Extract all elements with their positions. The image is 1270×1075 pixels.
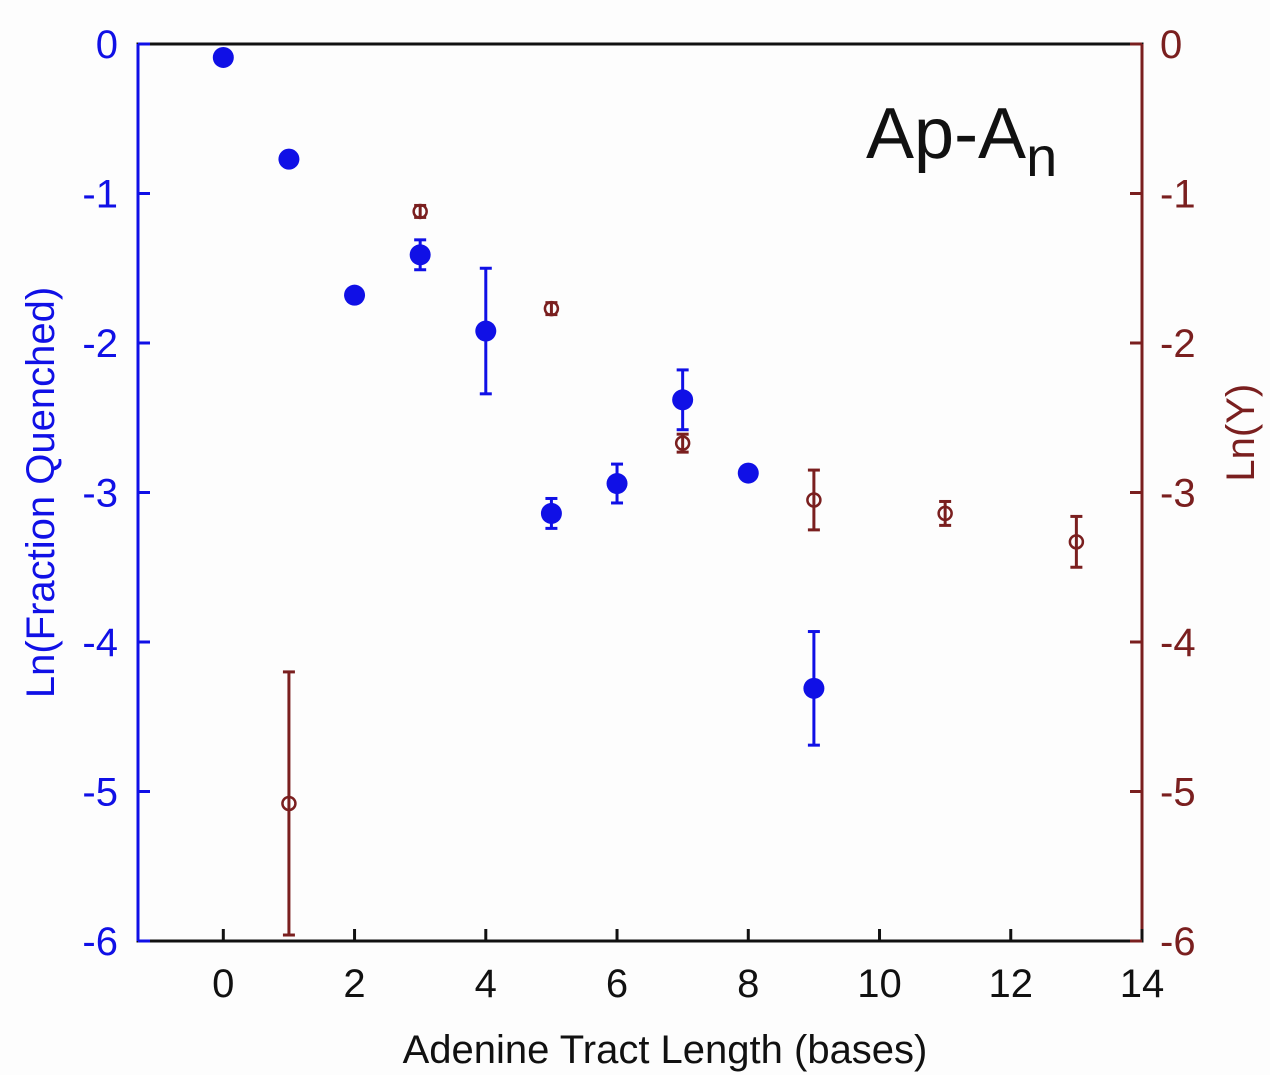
right-y-tick-label: -2 — [1160, 322, 1196, 366]
right-y-axis-title: Ln(Y) — [1219, 384, 1263, 482]
annotation-subscript: n — [1026, 125, 1057, 188]
x-tick-label: 10 — [857, 962, 902, 1006]
x-tick-label: 4 — [475, 962, 497, 1006]
left-series-point — [540, 502, 562, 524]
left-y-tick-label: -2 — [82, 322, 118, 366]
x-tick-label: 2 — [343, 962, 365, 1006]
right-series-point — [937, 505, 953, 522]
right-y-tick-label: -4 — [1160, 621, 1196, 665]
left-y-tick-label: -3 — [82, 472, 118, 516]
left-y-axis-title: Ln(Fraction Quenched) — [19, 287, 63, 698]
right-y-tick-label: -6 — [1160, 920, 1196, 964]
x-tick-label: 0 — [212, 962, 234, 1006]
right-series-point — [1068, 534, 1085, 550]
left-series-marks — [212, 46, 825, 747]
left-y-tick-label: 0 — [96, 23, 118, 67]
right-series-point — [281, 795, 297, 812]
right-series-point — [806, 492, 822, 508]
x-tick-label: 8 — [737, 962, 759, 1006]
left-series-point — [672, 389, 694, 411]
right-y-tick-label: -1 — [1160, 173, 1196, 217]
right-series-point — [412, 203, 428, 220]
annotation-main: Ap-A — [866, 94, 1026, 174]
right-series-point — [674, 435, 691, 451]
right-y-tick-label: -5 — [1160, 771, 1196, 815]
left-series-point — [278, 148, 300, 170]
left-y-tick-label: -5 — [82, 771, 118, 815]
right-y-tick-label: 0 — [1160, 23, 1182, 67]
x-axis-ticks: 0 2 4 6 8 10 12 14 — [212, 929, 1164, 1006]
right-series-marks — [281, 203, 1085, 937]
left-y-tick-label: -1 — [82, 173, 118, 217]
x-tick-label: 14 — [1120, 962, 1165, 1006]
x-tick-label: 12 — [989, 962, 1034, 1006]
left-series-point — [803, 677, 825, 699]
left-series-point — [344, 284, 366, 306]
left-series-point — [409, 244, 431, 266]
x-axis-title: Adenine Tract Length (bases) — [403, 1028, 928, 1072]
left-series-point — [212, 46, 234, 68]
right-y-axis-ticks: 0 -1 -2 -3 -4 -5 -6 — [1130, 23, 1196, 964]
left-y-tick-label: -6 — [82, 920, 118, 964]
right-series-point — [543, 300, 560, 317]
left-series-point — [475, 320, 497, 342]
left-series-point — [737, 462, 759, 484]
chart-annotation: Ap-An — [866, 94, 1057, 188]
x-tick-label: 6 — [606, 962, 628, 1006]
right-y-tick-label: -3 — [1160, 472, 1196, 516]
left-y-tick-label: -4 — [82, 621, 118, 665]
left-y-axis-ticks: 0 -1 -2 -3 -4 -5 -6 — [82, 23, 150, 964]
left-series-point — [606, 473, 628, 495]
